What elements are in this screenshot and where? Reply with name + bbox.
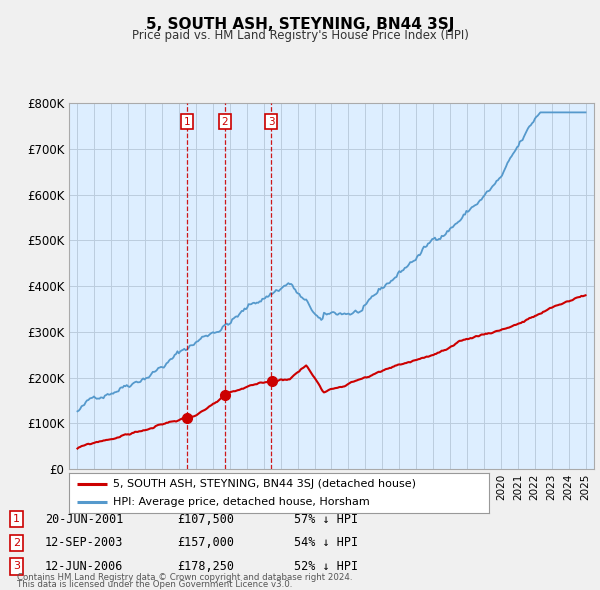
Text: 5, SOUTH ASH, STEYNING, BN44 3SJ: 5, SOUTH ASH, STEYNING, BN44 3SJ	[146, 17, 454, 31]
Text: 12-JUN-2006: 12-JUN-2006	[45, 560, 124, 573]
Text: £178,250: £178,250	[177, 560, 234, 573]
Text: 57% ↓ HPI: 57% ↓ HPI	[294, 513, 358, 526]
Text: £157,000: £157,000	[177, 536, 234, 549]
Text: 2: 2	[13, 538, 20, 548]
Text: 20-JUN-2001: 20-JUN-2001	[45, 513, 124, 526]
Text: Contains HM Land Registry data © Crown copyright and database right 2024.: Contains HM Land Registry data © Crown c…	[17, 573, 352, 582]
Text: 3: 3	[268, 117, 275, 126]
Text: 1: 1	[13, 514, 20, 524]
Text: 2: 2	[221, 117, 228, 126]
Text: 1: 1	[184, 117, 190, 126]
Text: HPI: Average price, detached house, Horsham: HPI: Average price, detached house, Hors…	[113, 497, 370, 507]
Text: £107,500: £107,500	[177, 513, 234, 526]
Text: Price paid vs. HM Land Registry's House Price Index (HPI): Price paid vs. HM Land Registry's House …	[131, 30, 469, 42]
Text: 52% ↓ HPI: 52% ↓ HPI	[294, 560, 358, 573]
Text: 3: 3	[13, 562, 20, 571]
Text: 12-SEP-2003: 12-SEP-2003	[45, 536, 124, 549]
Text: This data is licensed under the Open Government Licence v3.0.: This data is licensed under the Open Gov…	[17, 580, 292, 589]
Text: 54% ↓ HPI: 54% ↓ HPI	[294, 536, 358, 549]
Text: 5, SOUTH ASH, STEYNING, BN44 3SJ (detached house): 5, SOUTH ASH, STEYNING, BN44 3SJ (detach…	[113, 479, 416, 489]
